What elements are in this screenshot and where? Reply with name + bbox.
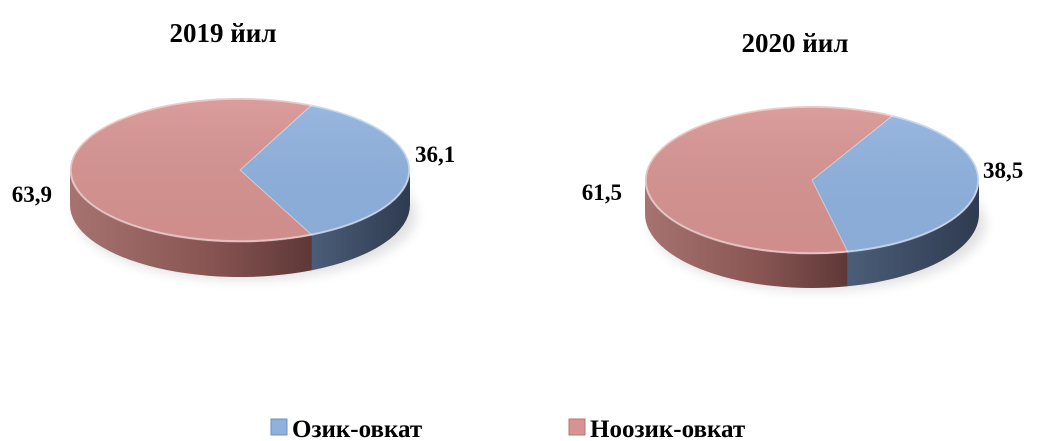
legend-swatch-nonfood <box>568 418 586 436</box>
pie-sheen-2020 <box>645 106 979 254</box>
legend-label-nonfood: Ноозик-овкат <box>590 416 745 441</box>
data-label-2019-nonfood: 63,9 <box>12 182 52 207</box>
pie-side-food-2019 <box>311 170 410 271</box>
pie-sheen-2019 <box>70 98 410 242</box>
legend-item-nonfood: Ноозик-овкат <box>568 416 745 441</box>
pie-side-food-2020 <box>847 180 979 287</box>
chart-title-2020: 2020 йил <box>741 28 848 58</box>
data-label-2020-nonfood: 61,5 <box>582 180 622 205</box>
legend-label-food: Озик-овкат <box>292 416 422 441</box>
data-label-2019-food: 36,1 <box>415 142 455 167</box>
pie-side-nonfood-2019 <box>70 170 312 277</box>
pie-chart-2019 <box>69 97 416 280</box>
chart-title-2019: 2019 йил <box>169 18 276 48</box>
data-label-2020-food: 38,5 <box>983 158 1023 183</box>
pie-side-nonfood-2020 <box>645 180 848 288</box>
pie-rim-2020 <box>645 106 979 254</box>
legend: Озик-овкат Ноозик-овкат <box>270 416 745 441</box>
pie-rim-2019 <box>70 98 410 242</box>
legend-item-food: Озик-овкат <box>270 416 422 441</box>
legend-swatch-food <box>270 418 288 436</box>
pie-chart-2020 <box>644 105 985 291</box>
